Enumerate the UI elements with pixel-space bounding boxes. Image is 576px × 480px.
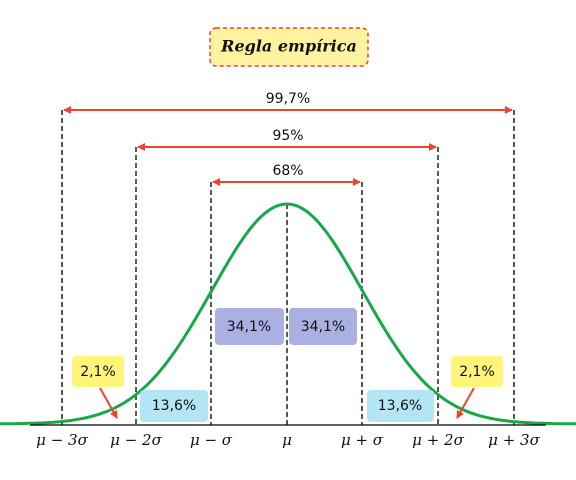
region-label: 34,1% <box>227 319 271 335</box>
axis-label: μ − 2σ <box>110 431 162 449</box>
region-box <box>289 308 357 345</box>
region-label: 2,1% <box>459 364 495 380</box>
region-box <box>367 390 434 422</box>
axis-label: μ + σ <box>341 431 384 449</box>
pointer-arrow <box>99 387 118 419</box>
interval-arrows <box>63 106 513 186</box>
axis-label: μ − 3σ <box>36 431 88 449</box>
region-box <box>451 356 503 387</box>
region-label: 13,6% <box>152 398 196 414</box>
axis-labels: μ − 3σ μ − 2σ μ − σ μ μ + σ μ + 2σ μ + 3… <box>36 431 540 449</box>
region-box <box>140 390 208 422</box>
region-label: 2,1% <box>80 364 116 380</box>
axis-label: μ − σ <box>190 431 233 449</box>
pointer-arrow <box>456 387 475 419</box>
title: Regla empírica <box>220 37 357 56</box>
dashed-lines <box>61 110 515 425</box>
title-box <box>209 27 369 67</box>
normal-curve <box>0 202 576 426</box>
region-box <box>72 356 124 387</box>
interval-label: 99,7% <box>266 91 310 107</box>
interval-label: 68% <box>272 163 303 179</box>
region-box <box>215 308 284 345</box>
region-label: 34,1% <box>301 319 345 335</box>
axis-label: μ + 3σ <box>488 431 540 449</box>
axis-label: μ <box>282 431 292 449</box>
axis-label: μ + 2σ <box>412 431 464 449</box>
interval-label: 95% <box>272 128 303 144</box>
region-label: 13,6% <box>378 398 422 414</box>
